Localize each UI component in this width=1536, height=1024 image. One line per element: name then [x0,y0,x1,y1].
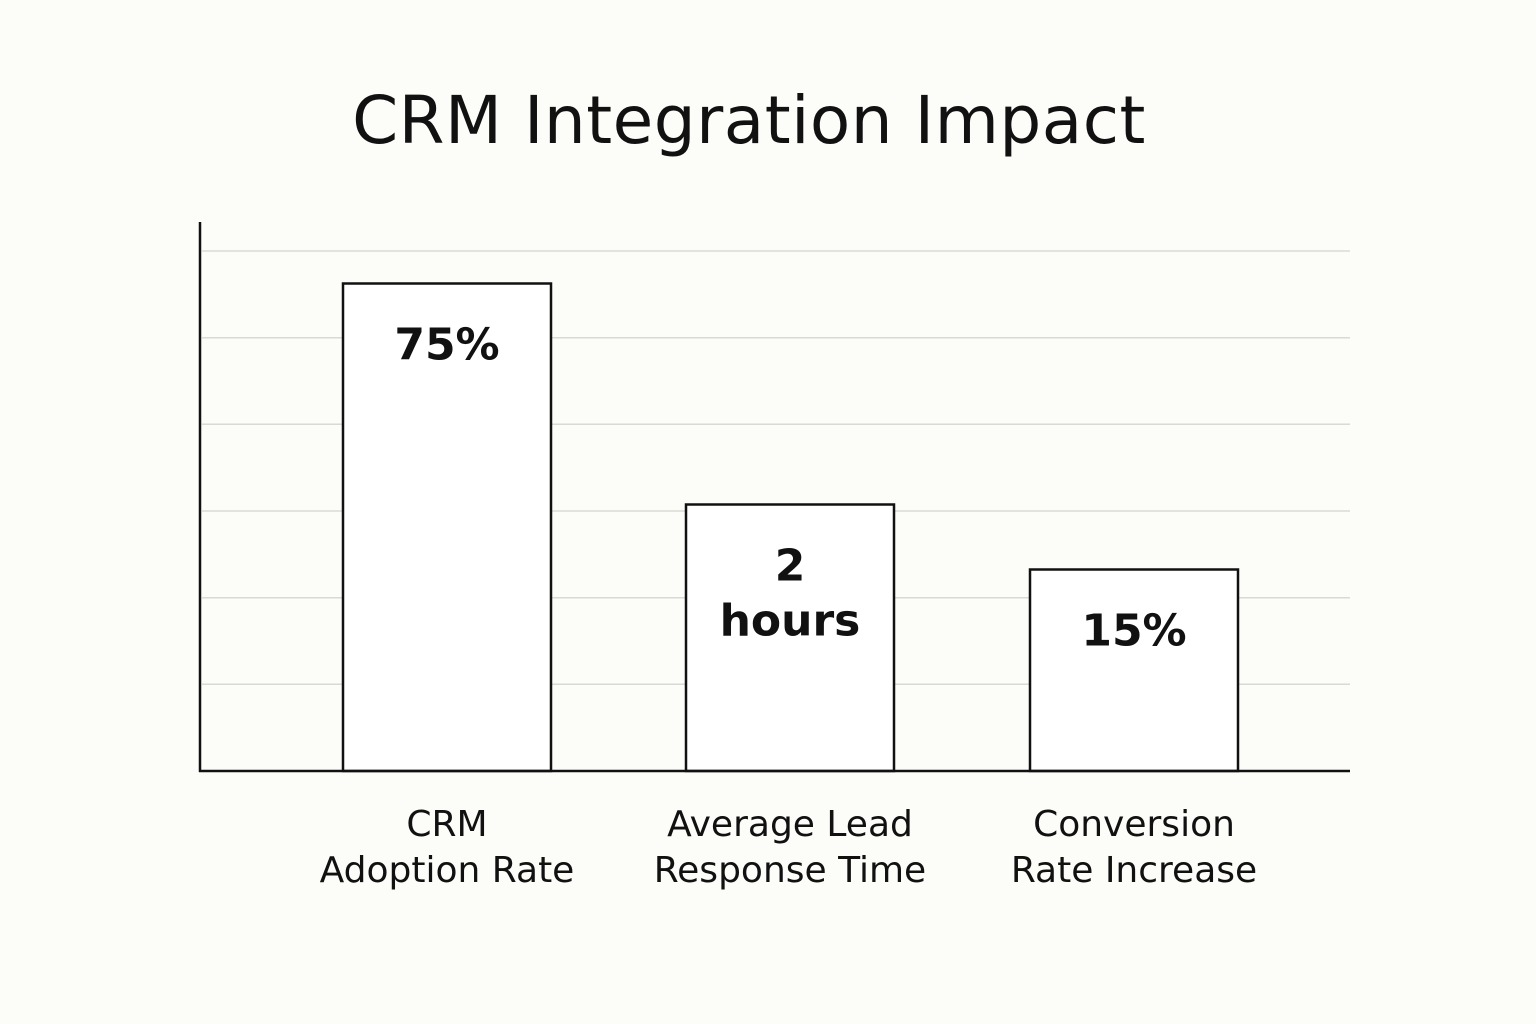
data-label: 2 [775,541,806,592]
bar [341,282,553,773]
category-label: Rate Increase [1011,850,1257,891]
axes [198,222,1350,773]
category-label: Conversion [1033,804,1235,845]
category-label: Adoption Rate [320,850,575,891]
category-label: Response Time [654,850,926,891]
data-label: hours [720,596,861,647]
chart-title: CRM Integration Impact [352,82,1146,159]
category-label: Average Lead [667,804,913,845]
data-label: 75% [394,320,499,371]
category-label: CRM [406,804,487,845]
bar [1028,568,1240,773]
data-label: 15% [1081,606,1186,657]
bars [341,282,1240,773]
